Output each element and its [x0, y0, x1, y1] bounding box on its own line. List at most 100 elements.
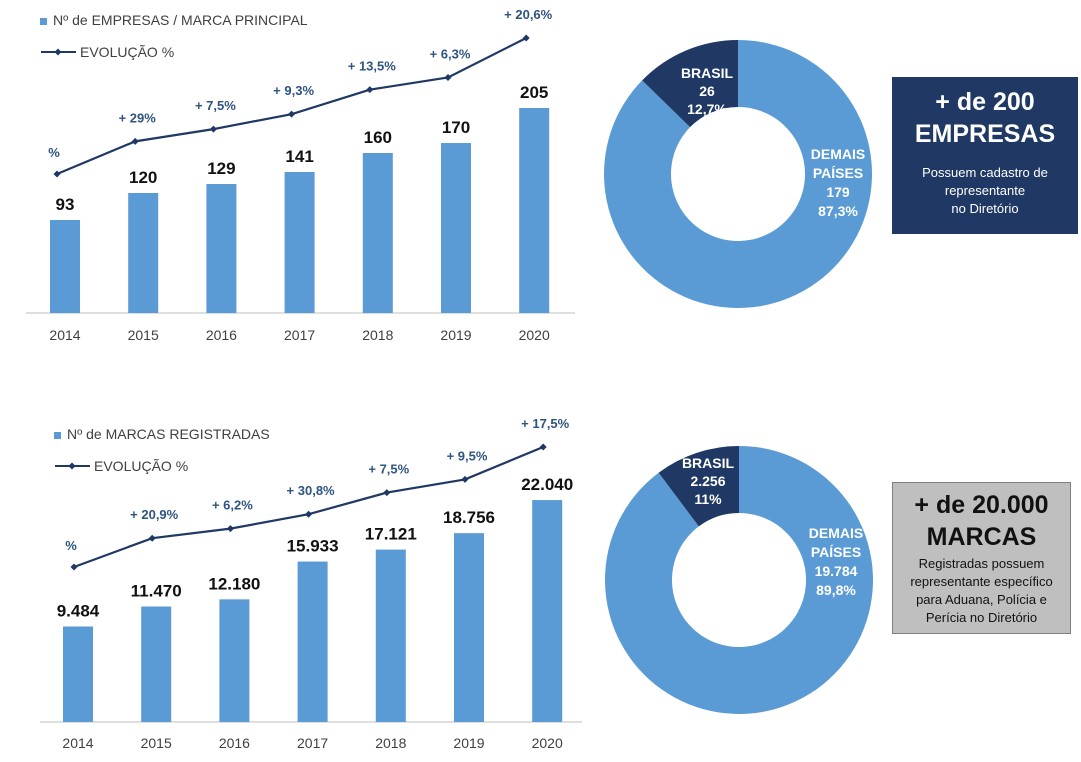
evolution-label: + 9,3%	[273, 83, 314, 98]
x-tick-label: 2014	[62, 735, 93, 751]
x-tick-label: 2016	[219, 735, 250, 751]
bar	[454, 533, 484, 722]
donut-label-demais-paises: 19.784	[815, 563, 858, 579]
x-tick-label: 2020	[519, 327, 550, 343]
bar-value-label: 129	[207, 159, 235, 178]
bar-value-label: 120	[129, 168, 157, 187]
empresas-description: Possuem cadastro de representante no Dir…	[892, 164, 1078, 218]
evolution-marker	[522, 34, 530, 42]
evolution-marker	[53, 170, 61, 178]
bar	[362, 153, 393, 313]
donut-label-demais-paises: 87,3%	[818, 203, 858, 219]
bar-value-label: 12.180	[208, 574, 260, 593]
empresas-description-line: no Diretório	[951, 201, 1019, 216]
marcas-summary-box: + de 20.000 MARCAS Registradas possuem r…	[892, 482, 1071, 634]
empresas-headline-label: EMPRESAS	[914, 120, 1056, 148]
evolution-label: + 7,5%	[195, 98, 236, 113]
donut-label-brasil: 12,7%	[687, 101, 727, 117]
bar-value-label: 15.933	[287, 537, 339, 556]
donut-slice-brasil	[642, 40, 738, 128]
legend-line-label: EVOLUÇÃO %	[80, 44, 174, 60]
donut-label-demais-paises: DEMAIS	[809, 525, 863, 541]
evolution-label: + 7,5%	[368, 462, 409, 477]
x-tick-label: 2019	[453, 735, 484, 751]
evolution-marker	[305, 510, 313, 518]
bar	[50, 220, 80, 313]
donut-label-brasil: 2.256	[690, 473, 725, 489]
evolution-label: + 30,8%	[287, 483, 336, 498]
x-tick-label: 2015	[128, 327, 159, 343]
bar	[128, 193, 159, 313]
donut-slice-demais-paises	[604, 446, 873, 714]
evolution-label: + 9,5%	[447, 448, 488, 463]
legend-bar-label: Nº de MARCAS REGISTRADAS	[67, 426, 270, 442]
x-tick-label: 2017	[284, 327, 315, 343]
legend-line-label: EVOLUÇÃO %	[94, 458, 188, 474]
marcas-description-line: representante específico	[910, 574, 1053, 589]
bar-value-label: 205	[520, 83, 548, 102]
evolution-label: %	[65, 538, 77, 553]
legend-bar-swatch	[54, 432, 61, 439]
donut-label-demais-paises: 89,8%	[816, 582, 856, 598]
legend-line-marker	[54, 48, 62, 56]
bar-value-label: 17.121	[365, 525, 417, 544]
bar	[63, 626, 93, 722]
marcas-headline-count: + de 20.000	[914, 491, 1049, 519]
donut-chart-1: BRASIL 26 12,7% DEMAIS PAÍSES 179 87,3%	[604, 40, 872, 308]
bar-line-chart-1: Nº de EMPRESAS / MARCA PRINCIPAL EVOLUÇÃO…	[26, 7, 575, 343]
bar-value-label: 141	[285, 147, 313, 166]
donut-slice-brasil	[658, 446, 739, 527]
marcas-description: Registradas possuem representante especí…	[893, 555, 1070, 627]
marcas-description-line: Perícia no Diretório	[925, 610, 1038, 625]
legend-bar-swatch	[40, 18, 47, 25]
x-tick-label: 2019	[440, 327, 471, 343]
donut-chart-2: BRASIL 2.256 11% DEMAIS PAÍSES 19.784 89,8%	[604, 446, 873, 714]
bar	[375, 549, 406, 722]
empresas-summary-box: + de 200 EMPRESAS Possuem cadastro de re…	[892, 77, 1078, 234]
empresas-description-line: Possuem cadastro de	[922, 165, 1048, 180]
marcas-description-line: Registradas possuem	[918, 556, 1045, 571]
bar	[297, 561, 328, 722]
evolution-marker	[461, 475, 469, 483]
x-tick-label: 2016	[206, 327, 237, 343]
legend-line-marker	[68, 462, 76, 470]
empresas-description-line: representante	[944, 183, 1026, 198]
evolution-marker	[70, 563, 78, 571]
bar-value-label: 22.040	[521, 475, 573, 494]
evolution-label: + 6,2%	[212, 498, 253, 513]
empresas-headline-count: + de 200	[935, 88, 1035, 116]
bar-value-label: 18.756	[443, 508, 495, 527]
donut-label-brasil: BRASIL	[682, 455, 735, 471]
donut-label-demais-paises: 179	[826, 184, 850, 200]
bar	[284, 172, 315, 313]
bar	[206, 184, 237, 313]
donut-slice-demais-paises	[604, 40, 872, 308]
donut-label-brasil: 26	[699, 83, 715, 99]
x-tick-label: 2020	[532, 735, 563, 751]
evolution-marker	[131, 137, 139, 145]
bar	[141, 606, 172, 722]
evolution-marker	[383, 489, 391, 497]
evolution-marker	[539, 443, 547, 451]
donut-label-brasil: 11%	[694, 491, 722, 507]
evolution-label: + 29%	[119, 110, 157, 125]
marcas-headline-label: MARCAS	[926, 523, 1037, 551]
x-tick-label: 2014	[49, 327, 80, 343]
evolution-marker	[226, 525, 234, 533]
x-tick-label: 2018	[375, 735, 406, 751]
donut-label-demais-paises: DEMAIS	[811, 146, 865, 162]
x-tick-label: 2017	[297, 735, 328, 751]
bar	[441, 143, 471, 313]
bar-line-chart-2: Nº de MARCAS REGISTRADAS EVOLUÇÃO % 9.484 2…	[40, 416, 582, 751]
bar-value-label: 11.470	[131, 581, 182, 600]
donut-label-brasil: BRASIL	[681, 65, 734, 81]
donut-label-demais-paises: PAÍSES	[811, 544, 861, 560]
bar-value-label: 9.484	[57, 601, 100, 620]
bar-value-label: 93	[56, 195, 75, 214]
evolution-marker	[366, 86, 374, 94]
evolution-label: + 6,3%	[430, 46, 471, 61]
evolution-marker	[288, 110, 296, 118]
evolution-label: %	[48, 145, 60, 160]
evolution-label: + 17,5%	[521, 416, 570, 431]
